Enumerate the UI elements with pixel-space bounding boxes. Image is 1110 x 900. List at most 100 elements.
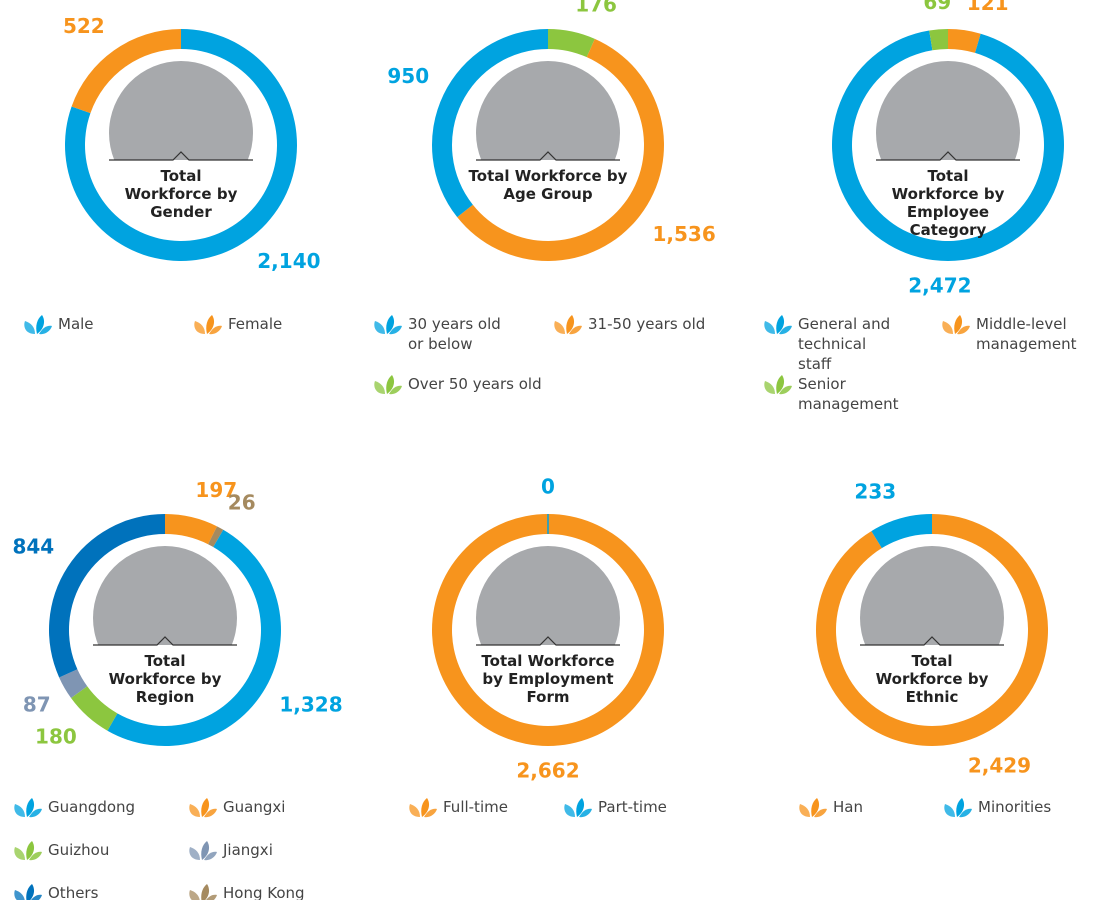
leaf [36, 315, 45, 334]
legend-item: Male [22, 314, 94, 336]
legend-icon [564, 798, 592, 818]
emblem-line [876, 151, 1020, 161]
emblem [109, 61, 253, 160]
leaf [764, 321, 775, 334]
value-label: 2,429 [968, 754, 1031, 778]
leaf [189, 890, 200, 900]
leaf [942, 321, 953, 334]
slice [871, 514, 932, 549]
legend-item: Others [12, 883, 98, 900]
leaf [204, 808, 217, 818]
leaf [779, 325, 792, 335]
slice [208, 526, 224, 547]
legend-label: Hong Kong [223, 884, 305, 900]
leaf [957, 325, 970, 335]
legend-icon [374, 315, 402, 335]
legend-label: Guizhou [48, 841, 110, 859]
value-label: 950 [387, 64, 429, 88]
legend-icon [799, 798, 827, 818]
legend-item: 30 years old or below [372, 314, 508, 354]
leaf [386, 375, 395, 394]
legend-item: Female [192, 314, 282, 336]
leaf [579, 808, 592, 818]
legend-label: Others [48, 884, 99, 900]
emblem [476, 546, 620, 645]
leaf [776, 375, 785, 394]
legend-label: Part-time [598, 798, 667, 816]
legend-item: Guangdong [12, 797, 135, 819]
chart-title: Total Workforce by Gender [124, 167, 238, 221]
slice [59, 669, 88, 699]
leaf [554, 321, 565, 334]
legend-icon [189, 798, 217, 818]
leaf [374, 381, 385, 394]
leaf [564, 804, 575, 817]
legend-icon [189, 884, 217, 900]
emblem [476, 61, 620, 160]
slice [948, 29, 981, 53]
slice [165, 514, 218, 545]
leaf [26, 798, 35, 817]
value-label: 844 [12, 535, 54, 559]
leaf [201, 841, 210, 860]
slice [929, 29, 948, 51]
value-label: 197 [195, 478, 237, 502]
legend-item: Han [797, 797, 863, 819]
legend-label: 30 years old or below [408, 315, 501, 353]
value-label: 2,140 [257, 249, 320, 273]
leaf [569, 325, 582, 335]
value-label: 87 [23, 693, 51, 717]
chart-title: Total Workforce by Region [108, 652, 222, 706]
slice [107, 529, 281, 746]
emblem [93, 546, 237, 645]
legend-icon [764, 315, 792, 335]
legend-label: Minorities [978, 798, 1052, 816]
slice [71, 29, 181, 114]
legend-item: Minorities [942, 797, 1051, 819]
leaf [189, 804, 200, 817]
value-label: 121 [967, 0, 1009, 15]
legend-label: Full-time [443, 798, 508, 816]
leaf [204, 851, 217, 861]
value-label: 26 [228, 490, 256, 514]
legend-label: Senior management [798, 375, 899, 413]
legend-icon [194, 315, 222, 335]
legend-item: Guizhou [12, 840, 109, 862]
legend-label: Guangdong [48, 798, 136, 816]
legend-icon [409, 798, 437, 818]
legend-item: Guangxi [187, 797, 285, 819]
legend-label: Over 50 years old [408, 375, 542, 393]
value-label: 180 [35, 725, 77, 749]
chart-title: Total Workforce by Ethnic [875, 652, 989, 706]
leaf [26, 884, 35, 900]
leaf [386, 315, 395, 334]
leaf [814, 808, 827, 818]
leaf [26, 841, 35, 860]
leaf [201, 798, 210, 817]
value-label: 69 [923, 0, 951, 14]
legend-label: Female [228, 315, 283, 333]
emblem-line [93, 636, 237, 646]
leaf [764, 381, 775, 394]
legend-icon [942, 315, 970, 335]
leaf [29, 851, 42, 861]
leaf [14, 890, 25, 900]
leaf [956, 798, 965, 817]
slice [431, 29, 548, 218]
leaf [201, 884, 210, 900]
value-label: 176 [575, 0, 617, 16]
legend-item: Jiangxi [187, 840, 273, 862]
value-label: 0 [541, 475, 555, 499]
legend-item: Full-time [407, 797, 508, 819]
legend-label: General and technical staff [798, 315, 891, 373]
value-label: 1,536 [652, 222, 715, 246]
slice [49, 514, 166, 678]
legend-icon [374, 375, 402, 395]
leaf [209, 325, 222, 335]
legend-item: Part-time [562, 797, 667, 819]
emblem-line [860, 636, 1004, 646]
legend-item: 31-50 years old [552, 314, 705, 336]
legend-label: 31-50 years old [588, 315, 706, 333]
chart-title: Total Workforce by Age Group [468, 167, 628, 203]
